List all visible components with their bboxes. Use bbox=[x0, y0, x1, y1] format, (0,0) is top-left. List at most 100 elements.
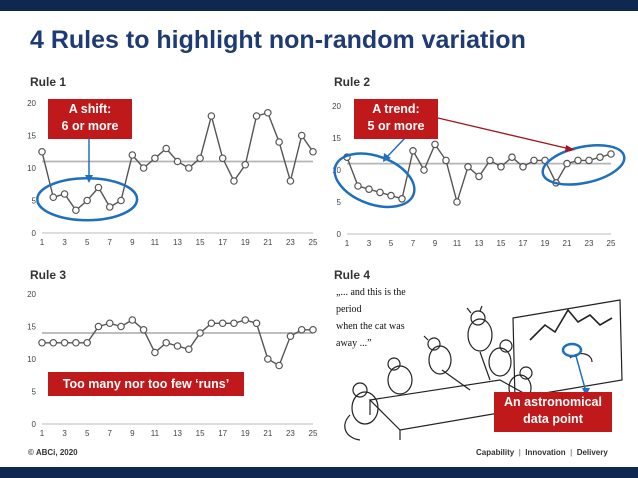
chart2-y-tick: 10 bbox=[332, 166, 341, 175]
rule4-callout: An astronomical data point bbox=[494, 392, 612, 432]
chart3-data-point bbox=[207, 319, 216, 328]
rule1-label: Rule 1 bbox=[30, 75, 67, 89]
top-band bbox=[0, 0, 638, 11]
chart2-x-tick: 21 bbox=[563, 239, 572, 248]
chart1-data-point bbox=[264, 108, 272, 117]
chart2-data-point bbox=[486, 156, 494, 165]
chart3-data-point bbox=[184, 345, 193, 354]
chart3-data-point bbox=[38, 338, 46, 347]
chart1-data-point bbox=[60, 190, 69, 198]
chart2-data-point bbox=[464, 163, 472, 171]
chart1-x-tick: 25 bbox=[309, 238, 318, 247]
chart3-x-tick: 17 bbox=[218, 429, 227, 438]
chart2-data-point bbox=[365, 185, 373, 194]
chart2-data-point bbox=[398, 195, 406, 203]
chart3-data-point bbox=[72, 338, 80, 347]
chart2-x-tick: 17 bbox=[519, 239, 528, 248]
chart3-data-point bbox=[105, 319, 114, 328]
chart3-data-point bbox=[309, 325, 317, 334]
bottom-band bbox=[0, 467, 638, 478]
rule2-callout-line1: A trend: bbox=[372, 102, 420, 116]
cartoon-caption-line3: when the cat was bbox=[336, 321, 405, 332]
chart1-data-point bbox=[275, 138, 283, 146]
copyright: © ABCi, 2020 bbox=[28, 448, 78, 457]
rule4-arrow bbox=[575, 355, 587, 393]
rule2-highlight-ellipse-left bbox=[333, 152, 416, 209]
chart1-y-tick: 20 bbox=[27, 99, 36, 108]
chart1-data-point bbox=[286, 177, 295, 185]
rule2-highlight-ellipse-right bbox=[541, 144, 626, 186]
chart2-y-tick: 20 bbox=[332, 102, 341, 111]
chart2-data-point bbox=[519, 163, 527, 171]
rule1-callout-line2: 6 or more bbox=[61, 119, 119, 133]
chart1-x-tick: 21 bbox=[263, 238, 272, 247]
chart2-data-point bbox=[607, 150, 615, 158]
chart2-data-point bbox=[376, 188, 384, 197]
chart2-data-point bbox=[508, 153, 516, 162]
chart1-x-tick: 5 bbox=[85, 238, 90, 247]
rule1-callout: A shift: 6 or more bbox=[48, 99, 132, 139]
chart1-data-point bbox=[162, 144, 171, 153]
chart1-x-tick: 1 bbox=[40, 238, 45, 247]
chart1-x-tick: 23 bbox=[286, 238, 295, 247]
chart3-y-tick: 10 bbox=[27, 355, 36, 364]
chart1-data-point bbox=[297, 131, 306, 140]
chart3-x-tick: 3 bbox=[62, 429, 67, 438]
rule2-arrowhead-right bbox=[565, 145, 575, 152]
chart3-x-tick: 25 bbox=[309, 429, 318, 438]
chart3-y-tick: 15 bbox=[27, 323, 36, 332]
chart3-data-point bbox=[264, 355, 272, 363]
chart2-x-tick: 7 bbox=[411, 239, 416, 248]
chart2-x-tick: 23 bbox=[585, 239, 594, 248]
chart2-y-tick: 15 bbox=[332, 134, 341, 143]
chart1-x-tick: 3 bbox=[62, 238, 67, 247]
chart3-y-tick: 0 bbox=[32, 420, 37, 429]
chart1-data-point bbox=[207, 112, 216, 120]
chart2-data-point bbox=[574, 156, 582, 165]
chart2-data-point bbox=[497, 163, 505, 171]
chart1-data-point bbox=[72, 206, 80, 215]
rule3-callout: Too many nor too few ‘runs’ bbox=[48, 372, 244, 396]
chart1-x-tick: 7 bbox=[108, 238, 113, 247]
chart3-data-point bbox=[297, 325, 306, 334]
chart1-data-point bbox=[173, 157, 182, 166]
chart2-y-tick: 5 bbox=[337, 198, 342, 207]
chart1-x-tick: 9 bbox=[130, 238, 135, 247]
chart2-x-tick: 3 bbox=[367, 239, 372, 248]
chart1-data-point bbox=[196, 154, 204, 163]
rule2-arrowhead-left bbox=[383, 153, 391, 162]
chart1-data-point bbox=[184, 164, 193, 172]
chart3-data-point bbox=[139, 325, 148, 334]
chart1-data-point bbox=[252, 112, 261, 120]
chart1-data-point bbox=[151, 154, 159, 163]
chart3-data-point bbox=[286, 332, 295, 341]
chart3-x-tick: 7 bbox=[108, 429, 113, 438]
chart1-data-point bbox=[49, 193, 58, 202]
chart3-data-point bbox=[196, 329, 204, 337]
chart2-data-point bbox=[530, 156, 538, 165]
chart2-x-tick: 25 bbox=[607, 239, 616, 248]
chart3-data-point bbox=[275, 361, 283, 370]
chart3-data-point bbox=[60, 338, 69, 347]
chart2-x-tick: 1 bbox=[345, 239, 350, 248]
rule2-arrow-right bbox=[437, 117, 571, 150]
cartoon-caption-line4: away ...” bbox=[336, 338, 372, 349]
chart3-data-point bbox=[94, 322, 103, 331]
rule4-callout-line2: data point bbox=[523, 412, 583, 426]
rule4-highlight-circle bbox=[561, 342, 583, 358]
chart2-data-point bbox=[563, 159, 571, 168]
chart3-x-tick: 9 bbox=[130, 429, 135, 438]
chart1-data-point bbox=[241, 160, 250, 169]
chart1-data-point bbox=[218, 154, 227, 163]
chart2-data-point bbox=[585, 156, 593, 165]
rule4-label: Rule 4 bbox=[334, 268, 371, 282]
chart2-data-point bbox=[387, 191, 395, 200]
chart1-y-tick: 5 bbox=[32, 197, 37, 206]
chart2-y-tick: 0 bbox=[337, 230, 342, 239]
chart1-x-tick: 11 bbox=[151, 238, 160, 247]
chart2-x-tick: 19 bbox=[541, 239, 550, 248]
chart2-x-tick: 9 bbox=[433, 239, 438, 248]
chart1-data-point bbox=[117, 196, 125, 205]
chart3-data-point bbox=[241, 316, 250, 324]
